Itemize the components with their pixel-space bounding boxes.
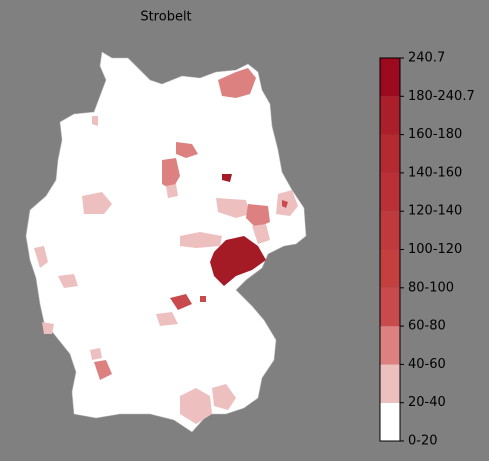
region xyxy=(210,236,266,286)
colorbar-tick-label: 100-120 xyxy=(408,242,462,257)
colorbar-tick-label: 20-40 xyxy=(408,395,446,410)
colorbar-segment xyxy=(380,172,400,212)
colorbar-segment xyxy=(380,249,400,288)
region xyxy=(42,322,54,334)
colorbar-segment xyxy=(380,58,400,97)
region xyxy=(94,360,112,380)
colorbar-tick-label: 160-180 xyxy=(408,127,462,142)
region xyxy=(156,312,178,326)
germany-map xyxy=(25,51,307,433)
region xyxy=(82,192,112,214)
colorbar-tick-label: 120-140 xyxy=(408,204,462,219)
region xyxy=(246,204,270,228)
colorbar-tick-label: 140-160 xyxy=(408,165,462,180)
region xyxy=(176,142,198,158)
colorbar-segment xyxy=(380,326,400,365)
colorbar-tick-label: 40-60 xyxy=(408,357,446,372)
colorbar-tick-label: 80-100 xyxy=(408,280,454,295)
region xyxy=(166,184,178,198)
country-outline xyxy=(25,51,307,433)
region xyxy=(170,294,192,310)
region xyxy=(92,116,98,126)
colorbar-tick-label: 180-240.7 xyxy=(408,89,475,104)
region xyxy=(216,198,250,218)
colorbar-segment xyxy=(380,287,400,327)
region xyxy=(180,388,212,424)
colorbar-segment xyxy=(380,402,400,441)
colorbar-tick-label: 60-80 xyxy=(408,319,446,334)
region xyxy=(200,296,206,302)
region xyxy=(180,232,222,248)
colorbar-segment xyxy=(380,96,400,135)
region xyxy=(58,274,78,288)
colorbar-segment xyxy=(380,211,400,250)
region xyxy=(282,200,288,208)
colorbar-segment xyxy=(380,134,400,173)
map-title: Strobelt xyxy=(140,10,191,25)
colorbar-tick-label: 240.7 xyxy=(408,51,445,66)
region xyxy=(212,384,236,410)
region xyxy=(252,224,270,244)
region xyxy=(90,348,102,360)
region xyxy=(218,68,256,98)
colorbar: 0-20 20-40 40-60 60-80 80-100 100-120 120-140 1… xyxy=(379,51,475,449)
region xyxy=(222,174,232,182)
colorbar-segment xyxy=(380,364,400,403)
colorbar-tick-label: 0-20 xyxy=(408,434,438,449)
region xyxy=(162,158,180,190)
region xyxy=(34,246,48,268)
